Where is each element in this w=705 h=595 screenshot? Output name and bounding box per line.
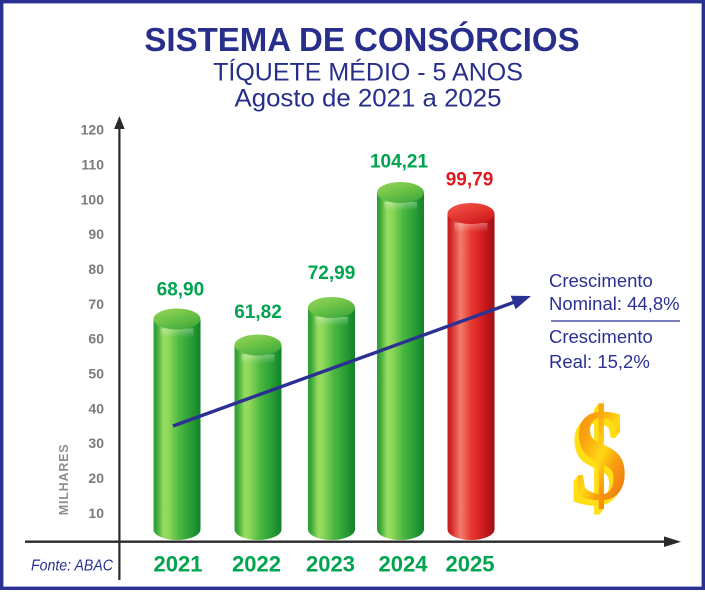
svg-text:$: $: [573, 383, 626, 529]
svg-text:$: $: [571, 385, 624, 531]
svg-text:2022: 2022: [232, 552, 281, 577]
svg-text:2024: 2024: [379, 552, 429, 577]
svg-text:99,79: 99,79: [446, 170, 494, 191]
svg-text:80: 80: [88, 261, 104, 277]
svg-text:TÍQUETE MÉDIO - 5 ANOS: TÍQUETE MÉDIO - 5 ANOS: [213, 58, 523, 87]
svg-text:SISTEMA DE CONSÓRCIOS: SISTEMA DE CONSÓRCIOS: [144, 21, 579, 58]
svg-text:60: 60: [88, 331, 104, 347]
svg-text:90: 90: [88, 226, 104, 242]
svg-text:70: 70: [88, 296, 104, 312]
svg-text:Nominal: 44,8%: Nominal: 44,8%: [549, 293, 680, 314]
svg-text:120: 120: [81, 122, 105, 138]
svg-text:2023: 2023: [306, 552, 355, 577]
svg-text:2021: 2021: [154, 552, 203, 577]
svg-text:104,21: 104,21: [370, 152, 429, 173]
svg-text:$: $: [574, 382, 627, 528]
svg-text:$: $: [573, 383, 626, 529]
svg-text:Real: 15,2%: Real: 15,2%: [549, 351, 650, 372]
svg-text:Crescimento: Crescimento: [549, 326, 653, 347]
svg-text:68,90: 68,90: [157, 280, 205, 301]
svg-text:61,82: 61,82: [234, 302, 282, 323]
svg-text:$: $: [573, 382, 626, 528]
svg-text:$: $: [574, 381, 627, 527]
svg-text:2025: 2025: [446, 552, 495, 577]
svg-text:40: 40: [88, 400, 104, 416]
svg-text:$: $: [570, 386, 623, 532]
svg-text:110: 110: [81, 156, 104, 172]
svg-text:20: 20: [88, 470, 104, 486]
svg-text:$: $: [571, 386, 624, 532]
svg-text:72,99: 72,99: [308, 263, 356, 284]
svg-text:Crescimento: Crescimento: [549, 270, 653, 291]
svg-text:$: $: [572, 384, 625, 530]
svg-text:10: 10: [88, 505, 104, 521]
svg-text:100: 100: [81, 191, 105, 207]
svg-text:$: $: [572, 384, 625, 530]
svg-text:Agosto de 2021 a 2025: Agosto de 2021 a 2025: [235, 85, 502, 113]
svg-text:MILHARES: MILHARES: [57, 444, 71, 516]
svg-text:30: 30: [88, 435, 104, 451]
svg-text:50: 50: [88, 366, 104, 382]
svg-text:$: $: [570, 387, 623, 533]
svg-text:Fonte: ABAC: Fonte: ABAC: [31, 558, 113, 575]
svg-text:$: $: [571, 385, 624, 531]
